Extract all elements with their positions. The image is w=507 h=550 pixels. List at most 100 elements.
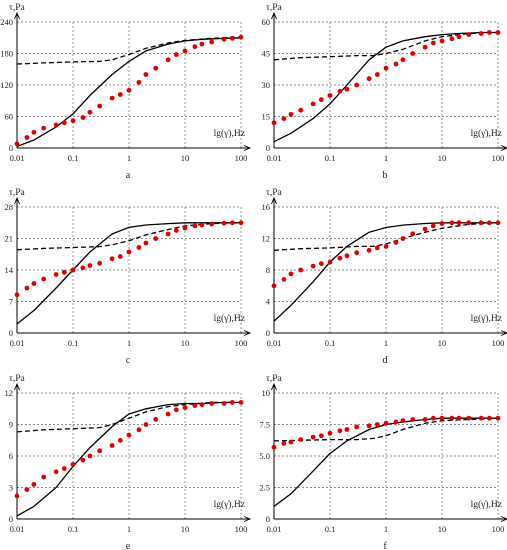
data-point <box>53 122 59 128</box>
data-point <box>298 437 304 442</box>
data-point <box>298 107 304 113</box>
data-point <box>238 220 244 226</box>
y-axis-arrow <box>271 196 277 205</box>
chart-panel-f: 0 2.5 5.0 7.5 10 0.01 0.1 1 10 100 τ,Pa lg(γ̇),Hz f <box>259 374 507 550</box>
data-point <box>439 38 445 44</box>
data-point <box>97 448 103 454</box>
data-point <box>126 87 132 93</box>
data-point <box>310 101 316 107</box>
data-point <box>449 220 455 226</box>
y-tick-label: 45 <box>262 49 271 59</box>
data-point <box>478 220 484 226</box>
panel-label: d <box>383 355 388 366</box>
data-point <box>486 30 492 35</box>
data-point <box>117 92 123 97</box>
x-axis-arrow <box>243 145 252 151</box>
data-point <box>117 254 123 259</box>
chart-panel-d: 0 4 8 12 16 0.01 0.1 1 10 100 τ,Pa lg(γ̇),Hz d <box>262 188 507 366</box>
data-point <box>430 415 436 421</box>
x-axis-arrow <box>500 330 507 336</box>
x-tick-label: 10 <box>181 338 190 348</box>
y-axis-title: τ,Pa <box>266 374 282 384</box>
data-point <box>374 72 380 77</box>
data-point <box>41 276 47 282</box>
data-point <box>70 267 76 273</box>
x-tick-label: 0.1 <box>325 524 336 534</box>
x-axis-arrow <box>500 516 507 522</box>
data-point <box>41 125 47 131</box>
data-point <box>486 220 492 226</box>
data-point <box>53 469 59 475</box>
data-point <box>165 231 171 237</box>
data-point <box>199 222 205 228</box>
data-point <box>383 65 389 71</box>
data-point <box>383 420 389 426</box>
data-point <box>173 407 179 413</box>
data-point <box>173 52 179 57</box>
data-point <box>229 35 235 41</box>
data-point <box>24 285 30 291</box>
data-point <box>238 34 244 40</box>
y-tick-label: 0 <box>266 143 270 153</box>
x-tick-label: 0.1 <box>325 338 336 348</box>
data-point <box>495 415 501 421</box>
data-point <box>31 482 37 487</box>
data-point <box>173 228 179 233</box>
data-point <box>153 416 159 422</box>
data-point <box>109 443 115 448</box>
data-point <box>87 263 93 268</box>
data-point <box>449 415 455 421</box>
y-tick-label: 28 <box>5 202 14 212</box>
data-point <box>354 82 360 88</box>
data-point <box>271 444 277 450</box>
x-axis-title: lg(γ̇),Hz <box>471 313 502 324</box>
data-point <box>229 220 235 226</box>
data-point <box>53 272 59 277</box>
y-axis-title: τ,Pa <box>9 374 25 384</box>
x-tick-label: 1 <box>384 524 388 534</box>
data-point <box>327 93 333 98</box>
data-point <box>182 48 188 54</box>
x-axis-title: lg(γ̇),Hz <box>471 128 502 139</box>
dashed-series-line <box>16 36 242 65</box>
y-tick-label: 7.5 <box>259 420 270 430</box>
x-tick-label: 100 <box>235 153 248 163</box>
y-tick-label: 9 <box>9 420 13 430</box>
data-point <box>221 36 227 42</box>
data-point <box>31 129 37 135</box>
data-point <box>486 415 492 421</box>
data-point <box>80 115 86 120</box>
data-point <box>393 240 399 245</box>
x-tick-label: 1 <box>384 153 388 163</box>
data-point <box>143 240 149 246</box>
x-tick-label: 10 <box>438 153 447 163</box>
data-point <box>192 403 198 408</box>
data-point <box>14 292 20 298</box>
y-tick-label: 30 <box>262 80 271 90</box>
data-point <box>281 116 287 121</box>
data-point <box>281 277 287 282</box>
data-point <box>61 120 67 126</box>
solid-series-line <box>273 31 498 143</box>
data-point <box>70 462 76 467</box>
x-tick-label: 0.01 <box>267 153 282 163</box>
data-point <box>393 419 399 425</box>
data-point <box>366 247 372 253</box>
data-point <box>182 405 188 411</box>
y-tick-label: 14 <box>5 265 14 275</box>
data-point <box>374 422 380 427</box>
data-point <box>136 427 142 433</box>
y-axis-arrow <box>271 11 277 20</box>
x-tick-label: 0.01 <box>267 338 282 348</box>
x-tick-label: 10 <box>181 524 190 534</box>
data-point <box>281 441 287 446</box>
data-point <box>87 109 93 115</box>
data-point <box>192 223 198 229</box>
data-point <box>97 103 103 109</box>
x-axis-arrow <box>243 330 252 336</box>
y-tick-label: 7 <box>9 297 13 307</box>
data-point <box>199 41 205 47</box>
y-axis-arrow <box>14 11 20 20</box>
data-point <box>366 423 372 429</box>
